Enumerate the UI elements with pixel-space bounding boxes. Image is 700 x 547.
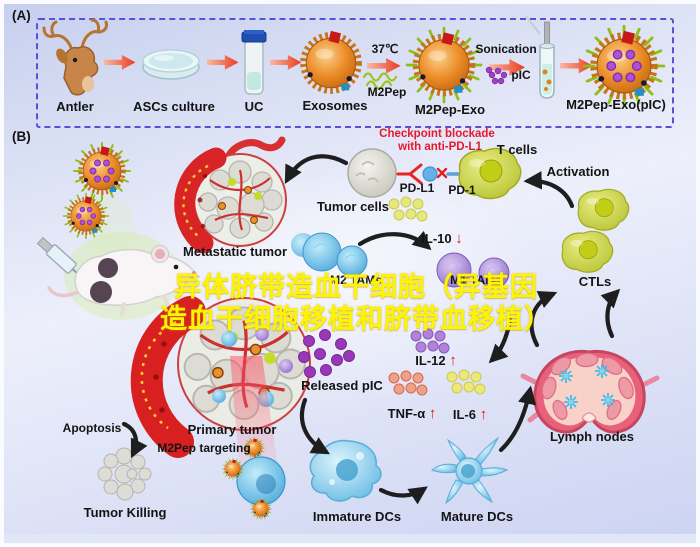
lymph-node-icon <box>520 349 660 434</box>
label-temperature: 37℃ <box>371 42 399 56</box>
il12-name: IL-12 <box>415 353 446 368</box>
arrow-lymph-to-ctl-right <box>600 288 621 339</box>
label-m2pep-exo-pic: M2Pep-Exo(pIC) <box>566 97 666 112</box>
anti-pdl1-antibody-icon <box>396 163 463 185</box>
label-m2pep: M2Pep <box>367 85 407 99</box>
m2pep-exo-pic-icon <box>584 26 664 106</box>
label-m1-tams: M1 TAMs <box>450 273 502 287</box>
label-uc: UC <box>244 99 264 114</box>
label-lymph-nodes: Lymph nodes <box>549 429 635 444</box>
label-immature-dcs: Immature DCs <box>312 509 402 524</box>
released-pic-dots <box>298 329 355 378</box>
arrow-a1 <box>104 55 136 70</box>
panel-b-tag: (B) <box>12 129 31 144</box>
tumor-cell-icon <box>347 148 397 198</box>
label-il12: IL-12 ↑ <box>415 353 456 369</box>
arrow-immature-to-mature <box>378 486 428 505</box>
label-m2pep-exo: M2Pep-Exo <box>414 102 486 117</box>
arrow-pic-to-dc <box>299 397 331 455</box>
ctl-cell-icon <box>577 188 630 231</box>
arrow-apoptosis <box>121 421 148 459</box>
panel-a-tag: (A) <box>12 8 31 23</box>
label-metastatic-tumor: Metastatic tumor <box>182 244 288 259</box>
label-t-cells: T cells <box>496 142 538 157</box>
label-tumor-killing: Tumor Killing <box>83 505 167 520</box>
il10-dots <box>388 196 428 222</box>
m2-macrophage-icons <box>291 232 368 277</box>
il6-name: IL-6 <box>452 407 476 422</box>
bottom-strip <box>4 534 696 543</box>
label-apoptosis: Apoptosis <box>62 421 122 435</box>
arrow-tumorcells-to-metastatic <box>284 154 349 185</box>
label-primary-tumor: Primary tumor <box>187 422 277 437</box>
label-ascs-culture: ASCs culture <box>133 99 215 114</box>
figure-illustration <box>36 15 700 547</box>
label-m2pep-targeting: M2Pep targeting <box>157 441 251 455</box>
label-il10: IL-10 ↓ <box>421 231 462 247</box>
antler-icon <box>42 18 108 96</box>
il6-dots <box>446 369 486 395</box>
arrow-m2-to-m1 <box>357 230 432 251</box>
label-tnfa: TNF-α ↑ <box>388 406 437 422</box>
label-exosomes: Exosomes <box>302 98 368 113</box>
label-m2-tams: M2 TAMs <box>330 273 382 287</box>
il6-direction-icon: ↑ <box>479 406 488 423</box>
sonication-tube-icon <box>525 15 555 99</box>
petri-dish-icon <box>142 49 200 80</box>
arrow-a4 <box>367 58 401 74</box>
tnfa-name: TNF-α <box>387 406 426 421</box>
arrow-a2 <box>207 55 239 70</box>
arrow-activation <box>523 171 575 209</box>
mouse-icon <box>47 245 201 316</box>
m1-macrophage-icons <box>436 252 510 289</box>
label-antler: Antler <box>56 99 94 114</box>
mature-dc-icon <box>431 436 509 505</box>
arrow-dc-to-lymph <box>498 385 537 453</box>
pic-dots-icon <box>485 66 508 85</box>
m2pep-peptide-icon <box>362 72 398 90</box>
arrow-to-il12 <box>488 317 513 364</box>
arrow-a3 <box>270 55 302 70</box>
label-ctls: CTLs <box>578 274 612 289</box>
apoptotic-cell-icon <box>97 447 152 501</box>
injected-exosome-icon <box>74 143 130 199</box>
label-released-pic: Released pIC <box>301 378 383 393</box>
label-checkpoint-line2: with anti-PD-L1 <box>398 141 482 153</box>
label-activation: Activation <box>546 164 610 179</box>
label-pic: pIC <box>511 68 531 82</box>
exosome-icon <box>303 31 359 91</box>
label-pd-1: PD-1 <box>448 183 476 197</box>
label-mature-dcs: Mature DCs <box>440 509 514 524</box>
injected-exosome-icon <box>64 194 109 239</box>
il10-direction-icon: ↓ <box>455 230 463 247</box>
il12-direction-icon: ↑ <box>449 352 457 369</box>
uc-tube-icon <box>241 30 267 95</box>
label-checkpoint-line1: Checkpoint blockade <box>379 128 495 140</box>
il10-name: IL-10 <box>421 231 452 246</box>
label-sonication: Sonication <box>475 42 537 56</box>
label-tumor-cells: Tumor cells <box>316 199 390 214</box>
watermark-line2: 造血干细胞移植和脐带血移植） <box>160 304 552 334</box>
primary-tumor-illustration <box>130 296 311 474</box>
ctl-cell-icon <box>561 230 614 273</box>
tnfa-direction-icon: ↑ <box>428 405 437 422</box>
arrow-lymph-to-ctl-left <box>529 290 558 348</box>
m2pep-targeting-cell <box>222 437 286 519</box>
label-il6: IL-6 ↑ <box>453 407 487 423</box>
metastatic-tumor-illustration <box>174 136 287 254</box>
watermark-line1: 异体脐带造血干细胞（异基因 <box>174 272 538 302</box>
panel-a-dashed-box <box>36 18 674 128</box>
label-pd-l1: PD-L1 <box>399 181 435 195</box>
m2pep-exo-icon <box>407 28 481 102</box>
tnfa-dots <box>388 370 428 396</box>
